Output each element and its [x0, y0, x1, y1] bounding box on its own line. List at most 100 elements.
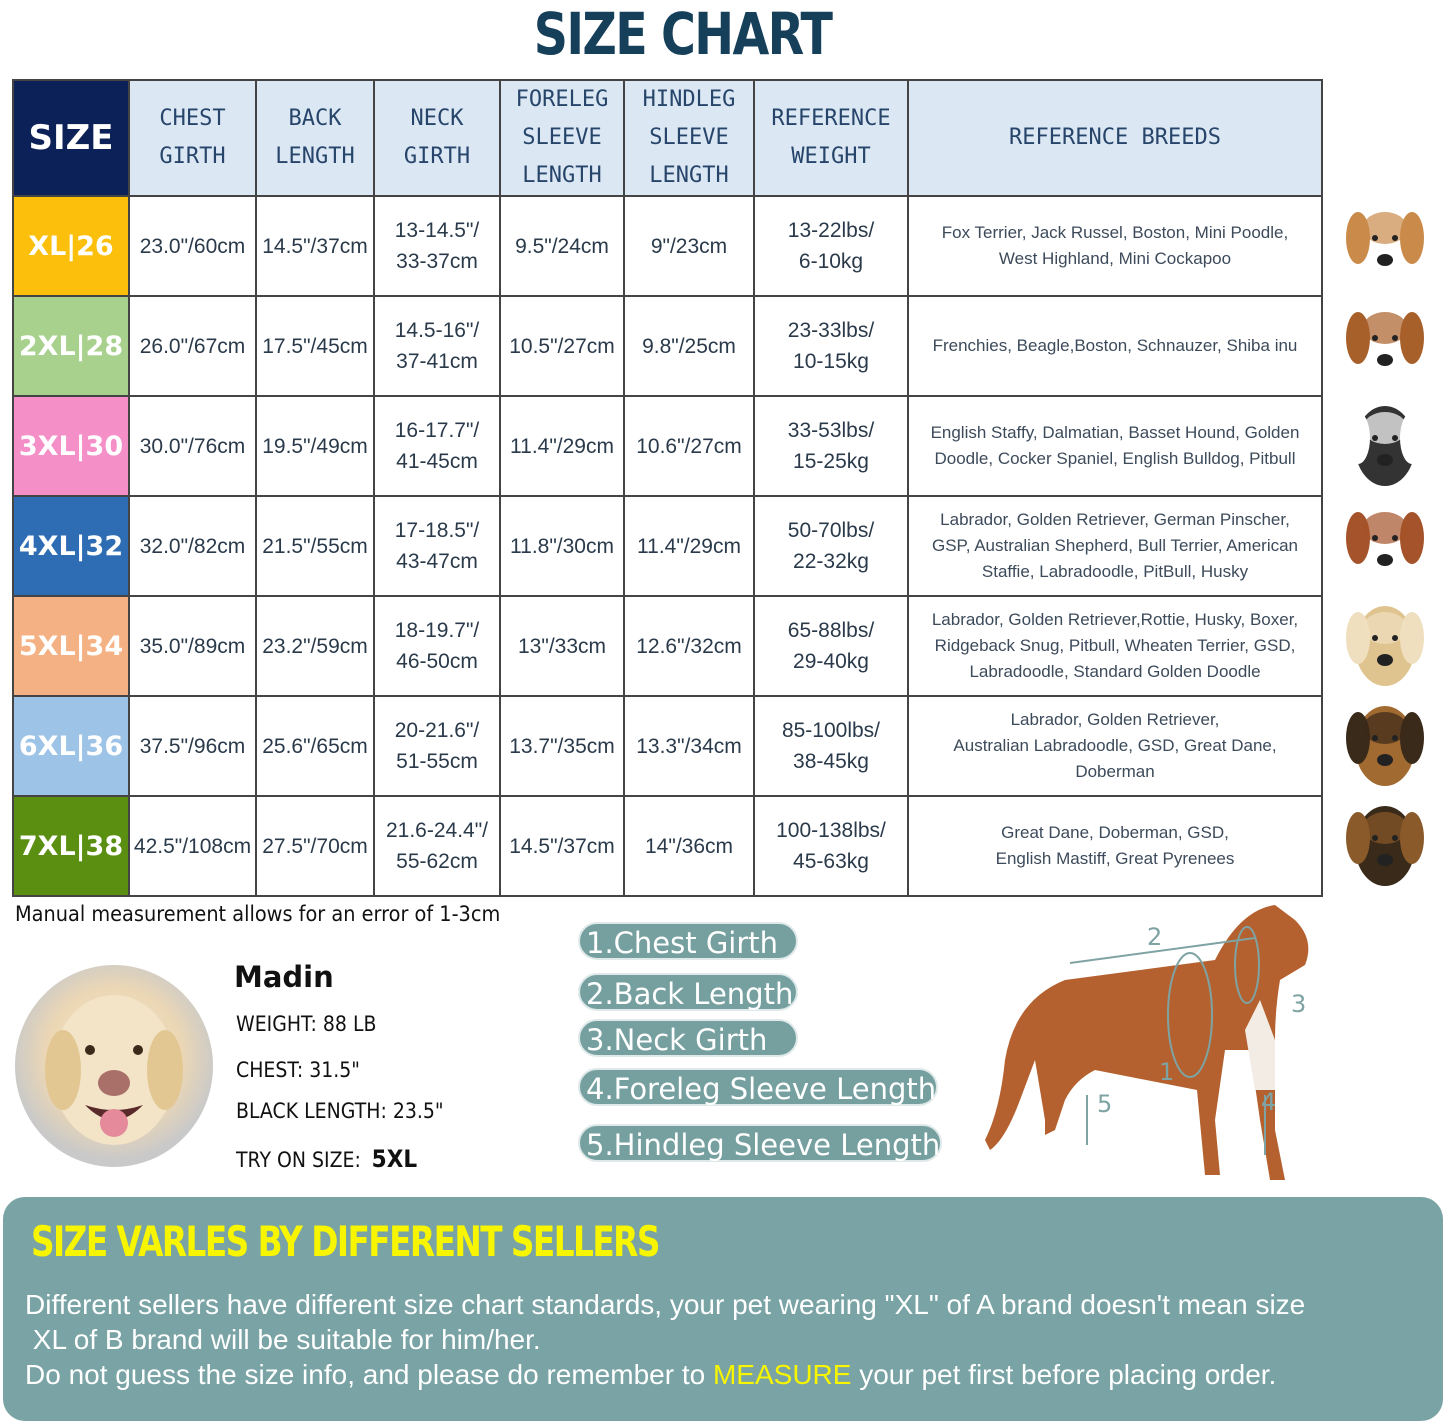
- cell-hindleg: 9.8"/25cm: [623, 295, 755, 397]
- column-header-line: LENGTH: [649, 163, 729, 188]
- cell-size: 6XL|36: [12, 695, 130, 797]
- column-header: HINDLEG SLEEVE LENGTH: [623, 79, 755, 197]
- cell-chest: 30.0"/76cm: [128, 395, 257, 497]
- weight-line: 50-70lbs/: [787, 519, 875, 542]
- breeds-line: Fox Terrier, Jack Russel, Boston, Mini P…: [941, 223, 1289, 242]
- panel-line-2: XL of B brand will be suitable for him/h…: [25, 1324, 541, 1355]
- table-header-row: SIZE CHEST GIRTH BACK LENGTH NECK GIRTH FORELEG…: [12, 79, 1323, 197]
- cell-breeds: Labrador, Golden Retriever, Australian La…: [907, 695, 1323, 797]
- cell-foreleg: 14.5"/37cm: [499, 795, 625, 897]
- cell-foreleg: 9.5"/24cm: [499, 195, 625, 297]
- dog-measurement-diagram: 1 2 3 4 5: [985, 905, 1309, 1180]
- weight-line: 13-22lbs/: [787, 219, 875, 242]
- pitbull-icon: [1330, 494, 1440, 594]
- cell-back: 17.5"/45cm: [255, 295, 375, 397]
- dog-silhouette: [985, 905, 1309, 1180]
- table-row: 2XL|28 26.0"/67cm 17.5"/45cm 14.5-16"/ 37-41…: [12, 295, 1323, 397]
- panel-line-3: Do not guess the size info, and please d…: [25, 1357, 1445, 1392]
- cell-weight: 100-138lbs/45-63kg: [753, 795, 909, 897]
- cell-back: 23.2"/59cm: [255, 595, 375, 697]
- cell-breeds: Labrador, Golden Retriever,Rottie, Husky…: [907, 595, 1323, 697]
- cell-neck: 14.5-16"/ 37-41cm: [373, 295, 501, 397]
- cell-breeds: Frenchies, Beagle,Boston, Schnauzer, Shi…: [907, 295, 1323, 397]
- diagram-label-2: 2: [1147, 923, 1162, 951]
- cell-size: 4XL|32: [12, 495, 130, 597]
- measure-highlight: MEASURE: [712, 1359, 852, 1390]
- cell-back: 25.6"/65cm: [255, 695, 375, 797]
- column-header: SIZE: [12, 79, 130, 197]
- neck-line: 20-21.6"/: [394, 719, 480, 742]
- neck-line: 51-55cm: [396, 750, 478, 773]
- cell-chest: 23.0"/60cm: [128, 195, 257, 297]
- beagle-icon: [1330, 294, 1440, 394]
- cell-hindleg: 12.6"/32cm: [623, 595, 755, 697]
- cell-weight: 50-70lbs/22-32kg: [753, 495, 909, 597]
- page-title: SIZE CHART: [533, 0, 833, 68]
- column-header-line: HINDLEG: [642, 87, 736, 112]
- panel-title: SIZE VARLES BY DIFFERENT SELLERS: [31, 1217, 660, 1266]
- column-header-line: FORELEG: [515, 87, 609, 112]
- cell-back: 21.5"/55cm: [255, 495, 375, 597]
- column-header-line: WEIGHT: [791, 144, 871, 169]
- cell-size: 3XL|30: [12, 395, 130, 497]
- dalmatian-icon: [1330, 394, 1440, 494]
- neck-line: 41-45cm: [396, 450, 478, 473]
- measurement-label-back: 2.Back Length: [578, 973, 798, 1011]
- column-header-line: REFERENCE: [771, 106, 891, 131]
- example-try-on: TRY ON SIZE: 5XL: [236, 1145, 417, 1173]
- breeds-line: Doberman: [1075, 762, 1155, 781]
- weight-line: 45-63kg: [793, 850, 869, 873]
- breeds-line: Frenchies, Beagle,Boston, Schnauzer, Shi…: [932, 336, 1298, 355]
- table-row: 5XL|34 35.0"/89cm 23.2"/59cm 18-19.7"/ 46-50…: [12, 595, 1323, 697]
- weight-line: 85-100lbs/: [781, 719, 881, 742]
- neck-line: 13-14.5"/: [394, 219, 480, 242]
- german-shepherd-icon: [1330, 694, 1440, 794]
- cell-chest: 42.5"/108cm: [128, 795, 257, 897]
- column-header-line: BACK: [288, 106, 342, 131]
- measurement-label-hindleg: 5.Hindleg Sleeve Length: [578, 1124, 942, 1162]
- column-header-line: SIZE: [28, 118, 114, 158]
- column-header: BACK LENGTH: [255, 79, 375, 197]
- column-header: REFERENCE BREEDS: [907, 79, 1323, 197]
- weight-line: 23-33lbs/: [787, 319, 875, 342]
- breeds-line: Great Dane, Doberman, GSD,: [1001, 823, 1229, 842]
- labrador-icon: [1330, 594, 1440, 694]
- cell-breeds: English Staffy, Dalmatian, Basset Hound,…: [907, 395, 1323, 497]
- column-header-line: LENGTH: [522, 163, 602, 188]
- column-header-line: GIRTH: [403, 144, 471, 169]
- cell-back: 27.5"/70cm: [255, 795, 375, 897]
- diagram-label-1: 1: [1159, 1058, 1174, 1086]
- breeds-line: English Mastiff, Great Pyrenees: [995, 849, 1235, 868]
- jack-russell-icon: [1330, 194, 1440, 294]
- cell-weight: 85-100lbs/38-45kg: [753, 695, 909, 797]
- cell-neck: 21.6-24.4"/ 55-62cm: [373, 795, 501, 897]
- weight-line: 6-10kg: [798, 250, 864, 273]
- column-header-line: NECK: [410, 106, 464, 131]
- cell-size: 7XL|38: [12, 795, 130, 897]
- weight-line: 10-15kg: [793, 350, 869, 373]
- example-dog-name: Madin: [234, 960, 334, 994]
- neck-line: 17-18.5"/: [394, 519, 480, 542]
- weight-line: 100-138lbs/: [776, 819, 886, 842]
- measurement-label-neck: 3.Neck Girth: [578, 1019, 798, 1057]
- breeds-line: GSP, Australian Shepherd, Bull Terrier, …: [931, 536, 1298, 555]
- neck-line: 37-41cm: [396, 350, 478, 373]
- cell-neck: 13-14.5"/ 33-37cm: [373, 195, 501, 297]
- cell-back: 19.5"/49cm: [255, 395, 375, 497]
- breeds-line: English Staffy, Dalmatian, Basset Hound,…: [930, 423, 1300, 442]
- weight-line: 29-40kg: [793, 650, 869, 673]
- cell-chest: 32.0"/82cm: [128, 495, 257, 597]
- example-dog-photo: [15, 965, 213, 1167]
- cell-weight: 23-33lbs/10-15kg: [753, 295, 909, 397]
- table-row: 3XL|30 30.0"/76cm 19.5"/49cm 16-17.7"/ 41-45…: [12, 395, 1323, 497]
- breeds-line: Labrador, Golden Retriever,Rottie, Husky…: [931, 610, 1299, 629]
- cell-back: 14.5"/37cm: [255, 195, 375, 297]
- panel-line-3a: Do not guess the size info, and please d…: [25, 1359, 713, 1390]
- breeds-line: Labrador, Golden Retriever, German Pinsc…: [940, 510, 1290, 529]
- cell-chest: 35.0"/89cm: [128, 595, 257, 697]
- cell-weight: 65-88lbs/29-40kg: [753, 595, 909, 697]
- breeds-line: Doodle, Cocker Spaniel, English Bulldog,…: [934, 449, 1296, 468]
- breeds-line: Labrador, Golden Retriever,: [1010, 710, 1220, 729]
- measurement-label-foreleg: 4.Foreleg Sleeve Length: [578, 1068, 938, 1106]
- breeds-line: Labradoodle, Standard Golden Doodle: [969, 662, 1261, 681]
